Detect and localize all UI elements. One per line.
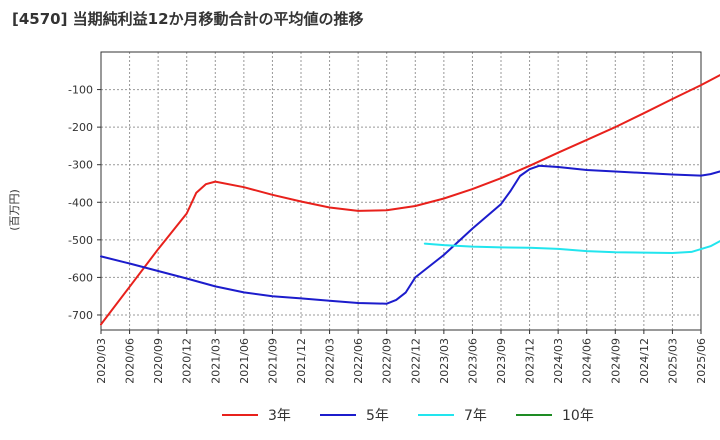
legend-swatch bbox=[320, 414, 356, 416]
x-tick-label: 2023/09 bbox=[495, 338, 508, 384]
y-tick-label: -200 bbox=[68, 121, 93, 134]
x-tick-label: 2024/03 bbox=[552, 338, 565, 384]
y-tick-label: -100 bbox=[68, 84, 93, 97]
x-tick-label: 2024/06 bbox=[581, 338, 594, 384]
x-tick-label: 2021/12 bbox=[295, 338, 308, 384]
y-tick-label: -700 bbox=[68, 309, 93, 322]
plot-frame bbox=[100, 51, 702, 331]
legend: 3年 5年 7年 10年 bbox=[0, 402, 720, 428]
x-tick-label: 2024/09 bbox=[609, 338, 622, 384]
legend-swatch bbox=[222, 414, 258, 416]
x-tick-label: 2020/12 bbox=[181, 338, 194, 384]
legend-swatch bbox=[418, 414, 454, 416]
x-tick-label: 2022/09 bbox=[381, 338, 394, 384]
x-tick-label: 2023/12 bbox=[524, 338, 537, 384]
y-tick-label: -600 bbox=[68, 271, 93, 284]
legend-item-2: 5年 bbox=[320, 402, 389, 428]
y-tick-label: -300 bbox=[68, 159, 93, 172]
chart-title: [4570] 当期純利益12か月移動合計の平均値の推移 bbox=[12, 10, 364, 28]
series-line-1 bbox=[100, 73, 720, 326]
legend-label: 10年 bbox=[562, 408, 594, 424]
y-tick-label: -500 bbox=[68, 234, 93, 247]
x-tick-label: 2020/09 bbox=[152, 338, 165, 384]
series-line-2 bbox=[100, 164, 720, 305]
x-tick-label: 2021/06 bbox=[238, 338, 251, 384]
x-tick-label: 2023/06 bbox=[466, 338, 479, 384]
legend-label: 5年 bbox=[366, 408, 389, 424]
x-tick-label: 2021/03 bbox=[209, 338, 222, 384]
legend-item-4: 10年 bbox=[516, 402, 594, 428]
legend-item-1: 3年 bbox=[222, 402, 291, 428]
legend-label: 7年 bbox=[464, 408, 487, 424]
x-tick-label: 2023/03 bbox=[438, 338, 451, 384]
x-tick-label: 2020/06 bbox=[124, 338, 137, 384]
y-tick-label: -400 bbox=[68, 196, 93, 209]
x-tick-label: 2025/06 bbox=[695, 338, 708, 384]
legend-item-3: 7年 bbox=[418, 402, 487, 428]
legend-label: 3年 bbox=[268, 408, 291, 424]
x-tick-label: 2022/12 bbox=[409, 338, 422, 384]
series-line-3 bbox=[423, 240, 720, 254]
x-tick-label: 2022/03 bbox=[324, 338, 337, 384]
x-tick-label: 2024/12 bbox=[638, 338, 651, 384]
x-tick-label: 2025/03 bbox=[666, 338, 679, 384]
x-tick-label: 2022/06 bbox=[352, 338, 365, 384]
legend-swatch bbox=[516, 414, 552, 416]
x-tick-label: 2021/09 bbox=[266, 338, 279, 384]
x-tick-label: 2020/03 bbox=[95, 338, 108, 384]
